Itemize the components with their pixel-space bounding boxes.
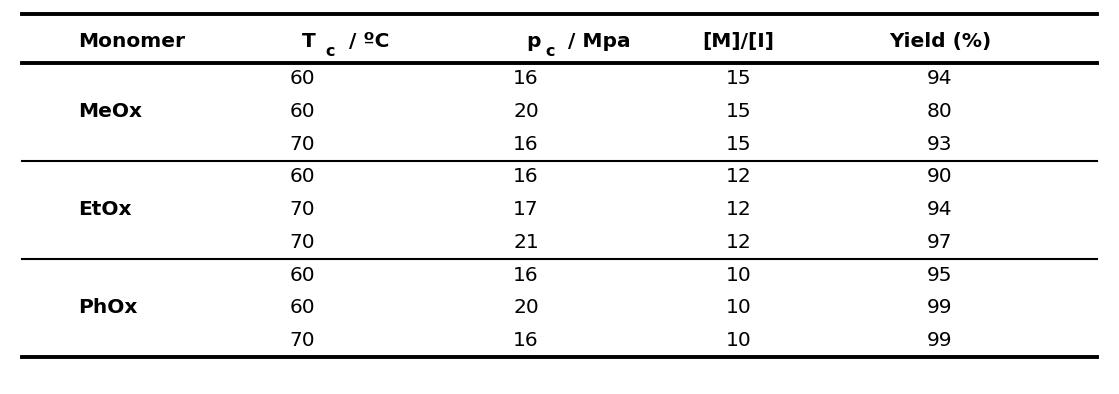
Text: / Mpa: / Mpa [561, 32, 630, 51]
Text: 95: 95 [928, 266, 952, 284]
Text: 16: 16 [514, 69, 538, 88]
Text: 70: 70 [290, 135, 314, 154]
Text: 60: 60 [290, 266, 314, 284]
Text: 70: 70 [290, 331, 314, 350]
Text: 80: 80 [927, 102, 953, 121]
Text: 15: 15 [726, 69, 751, 88]
Text: [M]/[I]: [M]/[I] [703, 32, 774, 51]
Text: 16: 16 [514, 135, 538, 154]
Text: p: p [526, 32, 540, 51]
Text: 60: 60 [290, 102, 314, 121]
Text: 17: 17 [514, 200, 538, 219]
Text: Yield (%): Yield (%) [888, 32, 991, 51]
Text: / ºC: / ºC [342, 32, 389, 51]
Text: EtOx: EtOx [78, 200, 132, 219]
Text: 20: 20 [513, 298, 539, 317]
Text: 20: 20 [513, 102, 539, 121]
Text: 90: 90 [928, 167, 952, 186]
Text: 12: 12 [725, 233, 752, 252]
Text: 97: 97 [928, 233, 952, 252]
Text: 12: 12 [725, 200, 752, 219]
Text: 60: 60 [290, 167, 314, 186]
Text: 70: 70 [290, 233, 314, 252]
Text: 70: 70 [290, 200, 314, 219]
Text: c: c [326, 44, 335, 59]
Text: 16: 16 [514, 331, 538, 350]
Text: 12: 12 [725, 167, 752, 186]
Text: 16: 16 [514, 266, 538, 284]
Text: 15: 15 [726, 102, 751, 121]
Text: 15: 15 [726, 135, 751, 154]
Text: 10: 10 [725, 331, 752, 350]
Text: c: c [545, 44, 554, 59]
Text: 60: 60 [290, 69, 314, 88]
Text: 93: 93 [928, 135, 952, 154]
Text: T: T [302, 32, 316, 51]
Text: 21: 21 [513, 233, 539, 252]
Text: 16: 16 [514, 167, 538, 186]
Text: Monomer: Monomer [78, 32, 186, 51]
Text: 10: 10 [725, 298, 752, 317]
Text: 10: 10 [725, 266, 752, 284]
Text: 94: 94 [928, 200, 952, 219]
Text: 99: 99 [928, 331, 952, 350]
Text: 60: 60 [290, 298, 314, 317]
Text: 99: 99 [928, 298, 952, 317]
Text: 94: 94 [928, 69, 952, 88]
Text: PhOx: PhOx [78, 298, 138, 317]
Text: MeOx: MeOx [78, 102, 142, 121]
